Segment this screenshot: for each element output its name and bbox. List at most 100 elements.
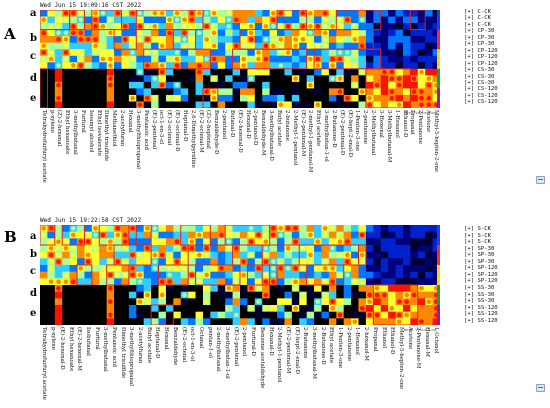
heatmap-cell: [99, 49, 107, 57]
heatmap-cell: [277, 311, 285, 319]
heatmap-hotspot: [248, 56, 254, 62]
legend-entry[interactable]: [+] SS-30: [464, 298, 495, 304]
heatmap-cell: [77, 298, 85, 306]
heatmap-cell: [291, 88, 300, 96]
heatmap-cell: [388, 101, 396, 108]
legend-entry[interactable]: [+] CP-30: [464, 28, 495, 35]
heatmap-hotspot: [330, 279, 335, 284]
heatmap-cell: [173, 318, 182, 325]
heatmap-cell: [380, 42, 389, 50]
legend-entry[interactable]: [+] SS-120: [464, 311, 498, 318]
heatmap-cell: [328, 318, 337, 325]
compound-tick-label: Isobutanal: [84, 327, 91, 356]
legend-entry[interactable]: [+] C-CK: [464, 9, 491, 15]
heatmap-cell: [395, 245, 404, 252]
heatmap-cell: [99, 75, 107, 83]
heatmap-cell: [417, 36, 426, 43]
heatmap-cell: [417, 75, 426, 83]
heatmap-cell: [69, 68, 78, 76]
sample-color-strip: [437, 258, 440, 266]
heatmap-cell: [173, 88, 182, 96]
legend-entry[interactable]: [+] CP-30: [464, 34, 495, 41]
heatmap-cell: [328, 311, 337, 319]
legend-entry[interactable]: [+] SP-120: [464, 278, 498, 285]
heatmap-hotspot: [56, 63, 61, 68]
heatmap-cell: [84, 231, 93, 239]
heatmap-hotspot: [352, 24, 358, 29]
heatmap-cell: [425, 318, 433, 325]
legend-entry[interactable]: [+] CS-30: [464, 80, 495, 86]
heatmap-cell: [202, 94, 211, 102]
legend-entry[interactable]: [+] SP-30: [464, 252, 495, 259]
heatmap-cell: [417, 231, 426, 239]
heatmap-cell: [91, 285, 100, 292]
legend-entry[interactable]: [+] C-CK: [464, 21, 491, 28]
legend-entry[interactable]: [+] CS-120: [464, 92, 498, 99]
heatmap-cell: [380, 258, 389, 266]
compound-tick-label: Tetrahydrofurfuryl acetate: [40, 110, 47, 183]
heatmap-cell: [210, 49, 219, 57]
legend-entry[interactable]: [+] C-CK: [464, 15, 491, 22]
legend-entry[interactable]: [+] CP-120: [464, 54, 498, 61]
heatmap-cell: [358, 291, 367, 299]
legend-entry[interactable]: [+] CS-30: [464, 73, 495, 80]
legend-entry[interactable]: [+] SP-30: [464, 258, 495, 265]
heatmap-cell: [306, 62, 315, 70]
heatmap-cell: [128, 258, 137, 266]
heatmap-hotspot: [389, 95, 395, 101]
heatmap-cell: [284, 258, 293, 266]
heatmap-cell: [188, 29, 196, 37]
heatmap-cell: [40, 62, 48, 70]
heatmap-cell: [425, 258, 433, 266]
legend-entry[interactable]: [+] SS-120: [464, 317, 498, 324]
heatmap-cell: [395, 225, 404, 232]
compound-tick-label: Benzene acetaldehyde: [258, 327, 265, 389]
legend-entry[interactable]: [+] SS-30: [464, 291, 495, 298]
legend-entry[interactable]: [+] S-CK: [464, 232, 491, 239]
legend-entry[interactable]: [+] CS-120: [464, 99, 498, 106]
legend-entry[interactable]: [+] S-CK: [464, 239, 491, 246]
expand-icon[interactable]: [536, 384, 545, 392]
panel-b: B Wed Jun 15 19:22:58 CST 2022 a b c d e…: [0, 204, 550, 408]
heatmap-cell: [210, 251, 219, 259]
legend-entry[interactable]: [+] SP-30: [464, 245, 495, 252]
heatmap-cell: [40, 285, 48, 292]
heatmap-hotspot: [85, 252, 91, 258]
heatmap-cell: [262, 29, 270, 37]
heatmap-hotspot: [56, 37, 61, 42]
legend-entry[interactable]: [+] CP-120: [464, 47, 498, 54]
heatmap-cell: [395, 23, 404, 30]
expand-icon[interactable]: [536, 176, 545, 184]
heatmap-hotspot: [426, 299, 432, 304]
heatmap-cell: [195, 265, 204, 272]
heatmap-cell: [262, 225, 270, 232]
heatmap-cell: [62, 305, 70, 312]
legend-entry[interactable]: [+] SS-120: [464, 304, 498, 311]
legend-entry[interactable]: [+] S-CK: [464, 226, 491, 232]
heatmap-cell: [143, 88, 152, 96]
heatmap-hotspot: [345, 56, 350, 62]
heatmap-cell: [410, 318, 419, 325]
heatmap-cell: [69, 298, 78, 306]
heatmap-cell: [84, 101, 93, 108]
heatmap-hotspot: [226, 246, 232, 251]
heatmap-cell: [158, 88, 167, 96]
legend-entry[interactable]: [+] CP-120: [464, 60, 498, 67]
heatmap-hotspot: [293, 279, 298, 284]
heatmap-cell: [54, 42, 63, 50]
heatmap-cell: [432, 238, 440, 246]
heatmap-hotspot: [48, 50, 54, 55]
legend-entry[interactable]: [+] CS-120: [464, 86, 498, 93]
legend-entry[interactable]: [+] CP-30: [464, 41, 495, 48]
heatmap-hotspot: [130, 43, 135, 49]
legend-entry[interactable]: [+] SP-120: [464, 265, 498, 272]
heatmap-cell: [99, 62, 107, 70]
heatmap-cell: [136, 49, 145, 57]
heatmap-cell: [343, 265, 352, 272]
heatmap-hotspot: [396, 82, 402, 88]
legend-entry[interactable]: [+] SP-120: [464, 271, 498, 278]
legend-entry[interactable]: [+] SS-30: [464, 284, 495, 291]
heatmap-cell: [165, 298, 174, 306]
legend-entry[interactable]: [+] CS-30: [464, 67, 495, 74]
heatmap-cell: [91, 238, 100, 246]
